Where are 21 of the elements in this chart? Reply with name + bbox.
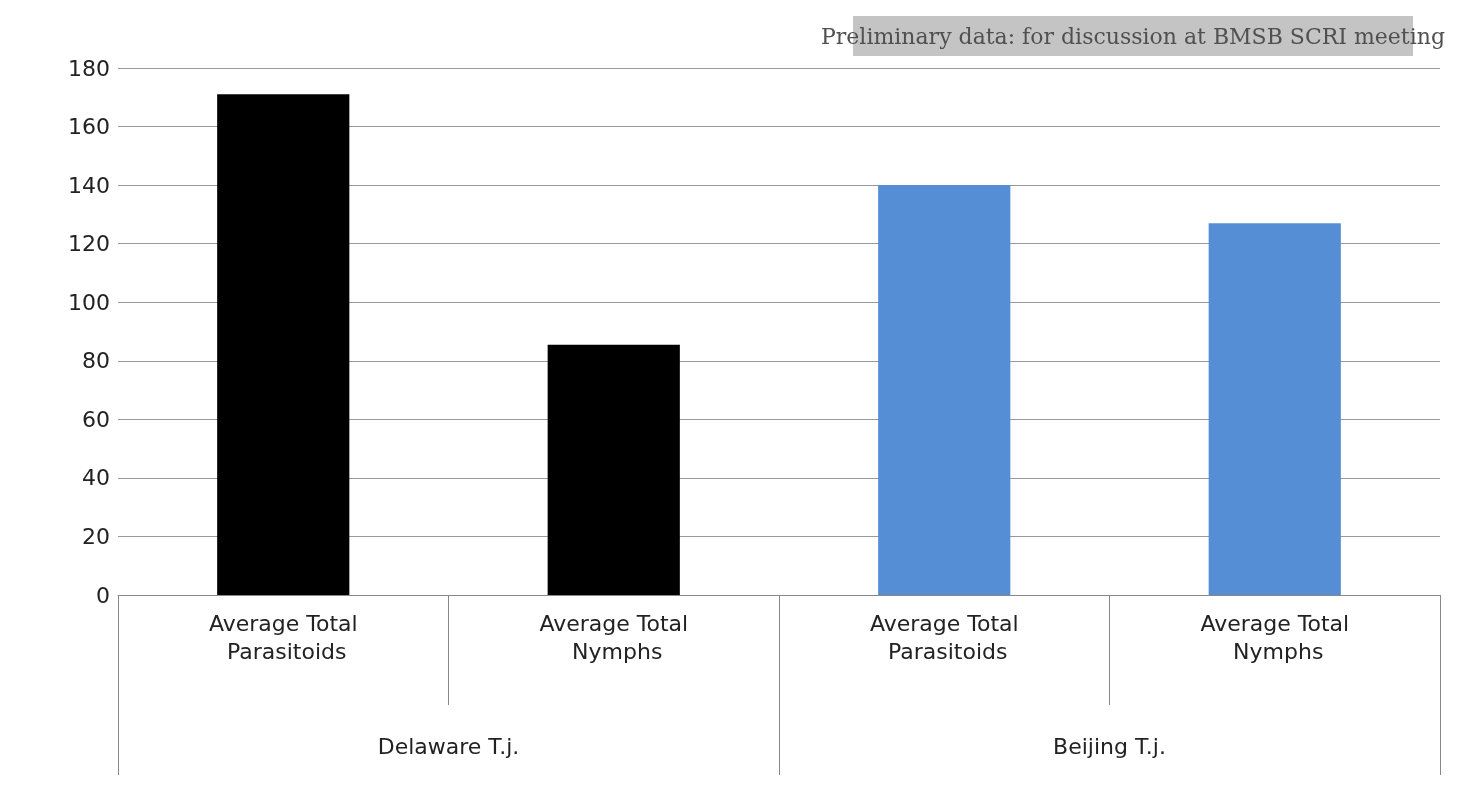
- y-tick-label: 100: [68, 289, 110, 315]
- bar: [547, 344, 680, 595]
- y-tick-label: 80: [82, 348, 110, 374]
- bar: [878, 185, 1011, 595]
- text: Preliminary data: for discussion at BMSB SCRI meeting: [821, 23, 1446, 49]
- y-tick-label: 160: [68, 114, 110, 140]
- x-tick-label: Average Total Parasitoids: [208, 610, 358, 664]
- x-tick-label: Average Total Nymphs: [1200, 610, 1350, 664]
- bar: [217, 94, 350, 595]
- y-tick-label: 40: [82, 465, 110, 491]
- y-tick-label: 120: [68, 231, 110, 257]
- y-tick-label: 60: [82, 406, 110, 432]
- y-tick-label: 0: [96, 582, 110, 608]
- text: Delaware T.j.: [377, 733, 520, 759]
- y-tick-label: 140: [68, 172, 110, 198]
- y-tick-label: 20: [82, 523, 110, 549]
- x-tick-label: Average Total Nymphs: [539, 610, 689, 664]
- x-tick-label: Average Total Parasitoids: [869, 610, 1019, 664]
- text: Beijing T.j.: [1053, 733, 1166, 759]
- y-tick-label: 180: [68, 55, 110, 81]
- bar: [1208, 223, 1341, 595]
